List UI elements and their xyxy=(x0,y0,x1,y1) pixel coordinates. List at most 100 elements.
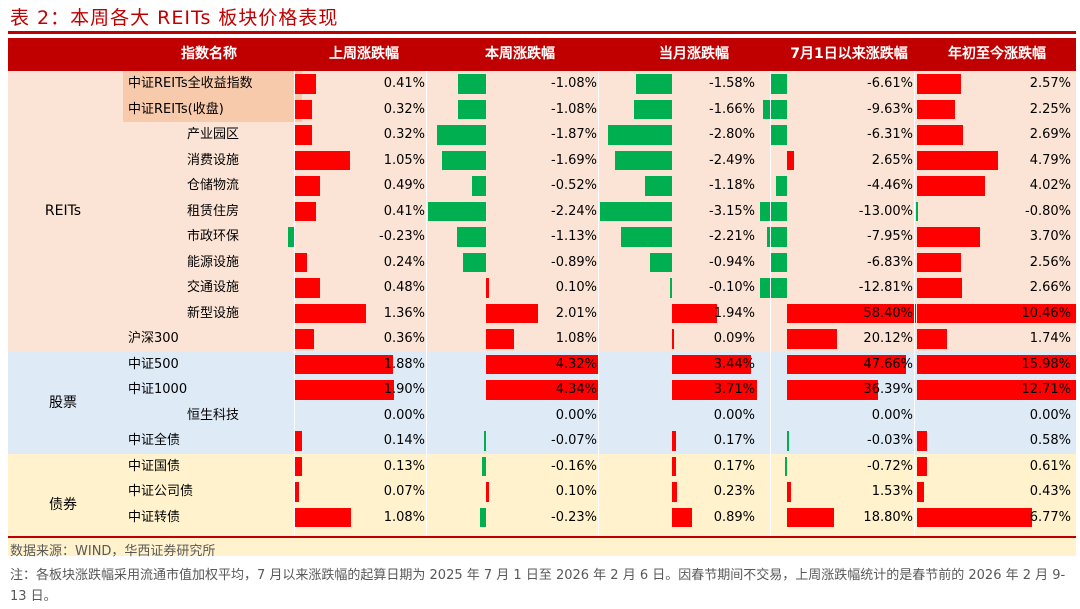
value-cell: -1.87% xyxy=(551,127,597,142)
value-bar xyxy=(917,431,927,451)
value-cell: -0.16% xyxy=(551,458,597,474)
table-row: 新型设施 1.36% 2.01% 1.94% 58.40% 10.46% xyxy=(8,301,1076,327)
value-cell: 47.66% xyxy=(863,356,913,372)
value-cell: 0.24% xyxy=(383,254,425,270)
value-cell: 2.56% xyxy=(1029,254,1071,270)
value-bar xyxy=(484,431,487,451)
value-bar xyxy=(917,99,956,119)
table-row: 交通设施 0.48% 0.10% -0.10% -12.81% 2.66% xyxy=(8,275,1076,301)
value-cell: -4.46% xyxy=(867,178,913,193)
index-name: 中证国债 xyxy=(128,458,181,474)
value-bar xyxy=(917,329,947,349)
value-cell: 36.39% xyxy=(863,382,913,397)
value-cell: -1.69% xyxy=(551,152,597,168)
value-bar xyxy=(917,380,1076,400)
value-cell: -0.94% xyxy=(709,254,755,270)
value-cell: 12.71% xyxy=(1021,382,1071,397)
value-cell: -2.24% xyxy=(551,203,597,219)
index-name: 中证REITs(收盘) xyxy=(128,101,224,117)
value-bar xyxy=(762,99,787,119)
value-bar xyxy=(295,176,321,196)
value-bar xyxy=(672,431,676,451)
value-bar xyxy=(917,278,963,298)
value-cell: -0.23% xyxy=(379,229,425,244)
value-bar xyxy=(428,201,486,221)
value-bar xyxy=(917,303,1076,323)
value-cell: 0.17% xyxy=(713,458,755,474)
value-cell: -2.49% xyxy=(709,152,755,168)
value-bar xyxy=(672,380,758,400)
value-bar xyxy=(481,456,486,476)
value-bar xyxy=(770,74,787,94)
value-cell: -2.80% xyxy=(709,127,755,142)
value-bar xyxy=(669,278,672,298)
header-last-week: 上周涨跌幅 xyxy=(329,46,399,62)
value-bar xyxy=(456,227,486,247)
value-cell: 0.14% xyxy=(383,433,425,448)
value-bar xyxy=(472,176,486,196)
value-bar xyxy=(775,176,787,196)
index-name: 沪深300 xyxy=(128,331,179,346)
value-bar xyxy=(600,201,672,221)
index-name: 消费设施 xyxy=(186,152,239,168)
value-cell: 3.44% xyxy=(713,356,755,372)
table-bottom-rule xyxy=(8,536,1076,538)
value-cell: -1.08% xyxy=(551,101,597,117)
column-separator xyxy=(294,71,295,536)
value-cell: -6.31% xyxy=(867,127,913,142)
header-since-july: 7月1日以来涨跌幅 xyxy=(790,46,908,62)
value-bar xyxy=(916,201,918,221)
group-label: REITs xyxy=(44,203,82,220)
value-cell: -6.83% xyxy=(867,254,913,270)
value-cell: 0.07% xyxy=(383,484,425,499)
table-note: 注：各板块涨跌幅采用流通市值加权平均，7 月以来涨跌幅的起算日期为 2025 年… xyxy=(10,568,1066,604)
value-cell: 0.49% xyxy=(383,178,425,193)
value-cell: 1.74% xyxy=(1029,331,1071,346)
value-bar xyxy=(295,278,320,298)
value-cell: 1.53% xyxy=(871,484,913,499)
value-bar xyxy=(486,278,489,298)
value-cell: 0.32% xyxy=(383,101,425,117)
value-cell: 0.61% xyxy=(1029,458,1071,474)
value-bar xyxy=(672,507,693,527)
value-bar xyxy=(486,303,539,323)
value-cell: 1.08% xyxy=(555,331,597,346)
value-cell: -1.58% xyxy=(709,76,755,91)
value-cell: -0.89% xyxy=(551,254,597,270)
value-cell: -0.10% xyxy=(709,280,755,295)
value-cell: -7.95% xyxy=(867,229,913,244)
index-name: 中证全债 xyxy=(128,433,181,448)
value-cell: -13.00% xyxy=(858,203,913,219)
value-cell: 0.43% xyxy=(1029,484,1071,499)
value-cell: 0.00% xyxy=(713,407,755,423)
value-bar xyxy=(295,456,302,476)
value-bar xyxy=(295,482,299,502)
value-cell: 0.10% xyxy=(555,484,597,499)
value-bar xyxy=(767,227,787,247)
value-bar xyxy=(760,201,787,221)
value-bar xyxy=(295,201,317,221)
value-bar xyxy=(295,303,366,323)
value-bar xyxy=(457,99,486,119)
table-header: 指数名称 上周涨跌幅 本周涨跌幅 当月涨跌幅 7月1日以来涨跌幅 年初至今涨跌幅 xyxy=(8,38,1076,71)
value-bar xyxy=(295,431,303,451)
value-cell: 0.09% xyxy=(713,331,755,346)
index-name: 仓储物流 xyxy=(186,178,239,193)
value-cell: 0.41% xyxy=(383,203,425,219)
table-row: 能源设施 0.24% -0.89% -0.94% -6.83% 2.56% xyxy=(8,250,1076,276)
value-cell: 4.79% xyxy=(1029,152,1071,168)
value-cell: 2.65% xyxy=(871,152,913,168)
value-bar xyxy=(917,74,961,94)
value-bar xyxy=(486,482,489,502)
value-cell: 2.25% xyxy=(1029,101,1071,117)
value-cell: 0.17% xyxy=(713,433,755,448)
table-row: 仓储物流 0.49% -0.52% -1.18% -4.46% 4.02% xyxy=(8,173,1076,199)
value-cell: 0.00% xyxy=(871,407,913,423)
value-cell: 2.66% xyxy=(1029,280,1071,295)
value-bar xyxy=(917,482,925,502)
header-index-name: 指数名称 xyxy=(181,46,237,62)
value-cell: 1.05% xyxy=(383,152,425,168)
index-name: 产业园区 xyxy=(186,127,239,142)
header-ytd: 年初至今涨跌幅 xyxy=(948,46,1046,62)
value-bar xyxy=(672,303,717,323)
